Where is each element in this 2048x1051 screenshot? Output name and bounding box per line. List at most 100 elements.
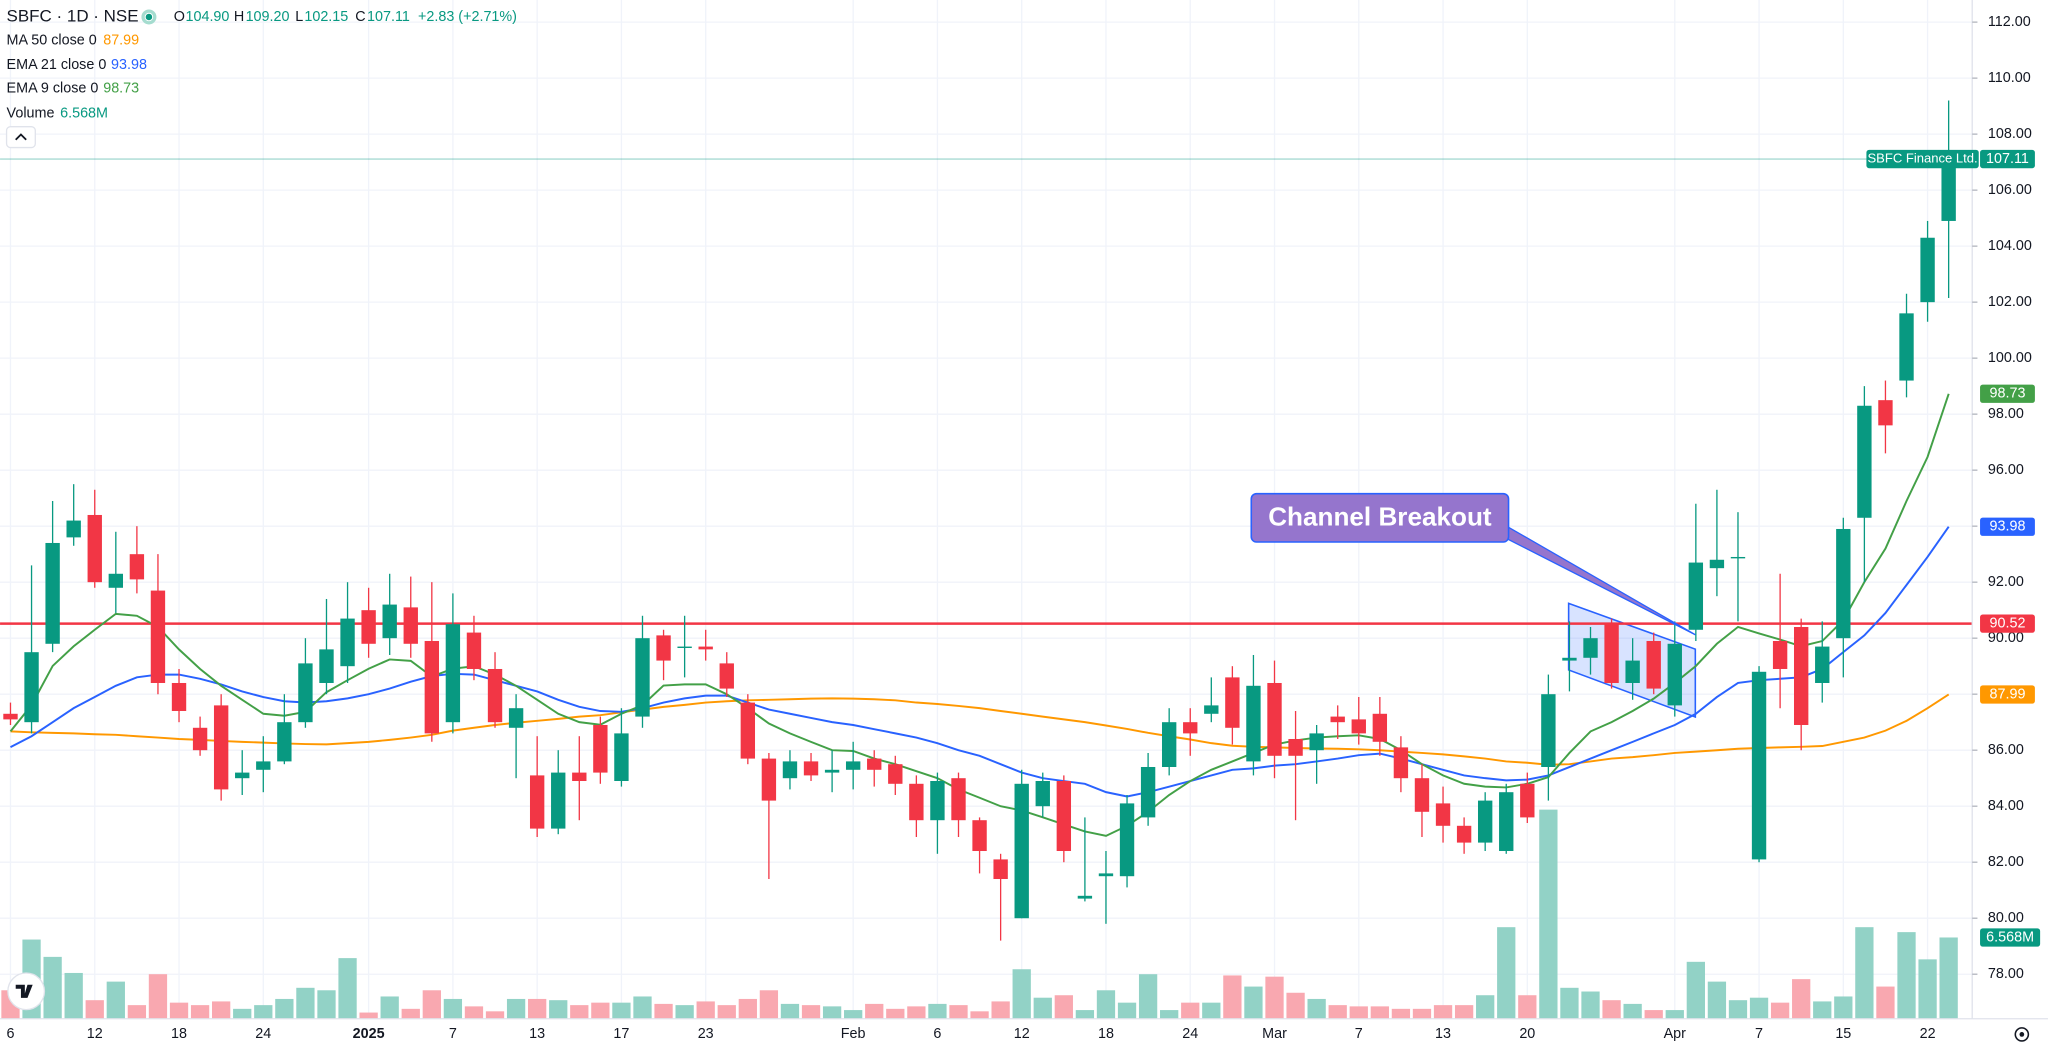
candle-body <box>1372 713 1388 742</box>
candle-body <box>1520 783 1535 818</box>
candle-body <box>1393 747 1409 779</box>
volume-bar <box>506 998 526 1019</box>
axis-badge <box>1980 517 2035 536</box>
volume-bar <box>317 990 336 1019</box>
ohlc-letter: O <box>174 9 185 25</box>
x-tick-label: 18 <box>1098 1026 1114 1042</box>
settings-icon-core <box>2019 1032 2025 1037</box>
legend-name: EMA 21 close 0 <box>7 57 107 73</box>
axis-badge-label: 90.52 <box>1990 615 2026 631</box>
candle-body <box>993 859 1008 880</box>
grid <box>0 0 1973 1019</box>
candle-body <box>277 722 292 762</box>
y-tick-label: 90.00 <box>1988 630 2024 646</box>
y-tick-label: 84.00 <box>1988 798 2024 814</box>
y-tick-label: 112.00 <box>1988 14 2031 30</box>
x-tick-label: 12 <box>1014 1026 1030 1042</box>
volume-bar <box>1349 1006 1368 1019</box>
candle-body <box>593 724 608 773</box>
volume-bar <box>1138 974 1158 1019</box>
candle-body <box>529 775 545 829</box>
volume-bar <box>1160 1010 1179 1019</box>
volume-bar <box>338 958 357 1019</box>
x-tick-label: 7 <box>1755 1026 1763 1042</box>
volume-bar <box>1075 1010 1095 1019</box>
volume-bar <box>1792 979 1811 1019</box>
volume-bar <box>780 1003 800 1019</box>
volume-bar <box>1096 990 1116 1019</box>
axes: 78.0080.0082.0084.0086.0088.0090.0092.00… <box>6 14 2041 1042</box>
candle-body <box>171 682 187 711</box>
x-tick-label: 24 <box>1182 1026 1198 1042</box>
volume-bar <box>275 998 294 1019</box>
volume-bar <box>1728 1000 1748 1019</box>
volume-bar <box>1897 932 1916 1019</box>
candle-body <box>424 640 440 734</box>
candle-body <box>1246 685 1261 762</box>
candle-body <box>466 632 482 669</box>
x-tick-label: 20 <box>1519 1026 1535 1042</box>
candle-body <box>551 772 566 829</box>
legend-value: 98.73 <box>103 81 139 97</box>
candle-body <box>1688 562 1704 630</box>
status-dot <box>141 9 157 25</box>
volume-bar <box>1497 927 1516 1019</box>
ohlc-letter: H <box>234 9 244 25</box>
candle-body <box>24 652 39 723</box>
candle-body <box>1014 783 1029 919</box>
x-tick-label: 13 <box>529 1026 545 1042</box>
volume-bar <box>169 1002 189 1019</box>
collapse-button[interactable] <box>5 126 36 149</box>
candle-body <box>867 758 882 770</box>
y-tick-label: 92.00 <box>1988 574 2024 590</box>
candle-body <box>1751 671 1767 860</box>
axis-badge <box>1980 614 2035 633</box>
candle-body <box>382 604 397 639</box>
volume-bar <box>85 1000 104 1019</box>
candle-body <box>635 638 650 717</box>
x-tick-label: 22 <box>1920 1026 1936 1042</box>
legend-name: Volume <box>7 105 55 121</box>
volume-badge <box>1980 928 2041 947</box>
candle-body <box>192 727 208 751</box>
volume-bar <box>1391 1008 1411 1019</box>
volume-bar <box>43 956 62 1019</box>
indicator-line <box>10 693 1950 766</box>
volume-bar <box>1202 1002 1221 1019</box>
header: SBFC · 1D · NSE O 104.90 H 109.20 L 102.… <box>5 6 517 149</box>
candle-body <box>1899 313 1914 381</box>
volume-bar <box>127 1005 147 1019</box>
candle-body <box>1056 780 1072 852</box>
candle-body <box>1477 800 1493 843</box>
volume-bar <box>1539 809 1558 1019</box>
ohlc-value: 109.20 <box>246 9 290 25</box>
x-tick-label: 6 <box>6 1026 14 1042</box>
axis-badge <box>1980 685 2035 704</box>
volume-bar <box>675 1005 694 1019</box>
x-tick-label: Feb <box>841 1026 866 1042</box>
volume-bar <box>570 1005 589 1019</box>
volume-bar <box>549 1000 568 1019</box>
volume-bar <box>696 1001 715 1019</box>
volume-bar <box>759 990 779 1019</box>
settings-icon[interactable] <box>2014 1027 2030 1042</box>
x-tick-label: Mar <box>1262 1026 1287 1042</box>
ohlc-letter: C <box>355 9 365 25</box>
candle-body <box>1140 766 1156 818</box>
y-tick-label: 80.00 <box>1988 910 2024 926</box>
legend-value: 6.568M <box>60 105 108 121</box>
y-tick-label: 78.00 <box>1988 966 2024 982</box>
price-name-badge <box>1866 149 1979 169</box>
candle-body <box>1225 677 1240 728</box>
candle-body <box>1709 559 1725 569</box>
candle-body <box>1351 719 1366 734</box>
candle-body <box>3 713 18 720</box>
candle-body <box>213 705 229 790</box>
x-tick-label: 12 <box>87 1026 103 1042</box>
candle-body <box>1562 657 1577 661</box>
y-tick-label: 86.00 <box>1988 742 2024 758</box>
candle-body <box>1077 895 1093 899</box>
candle-body <box>951 778 966 821</box>
candle-body <box>656 635 671 661</box>
candle-body <box>1583 638 1598 658</box>
